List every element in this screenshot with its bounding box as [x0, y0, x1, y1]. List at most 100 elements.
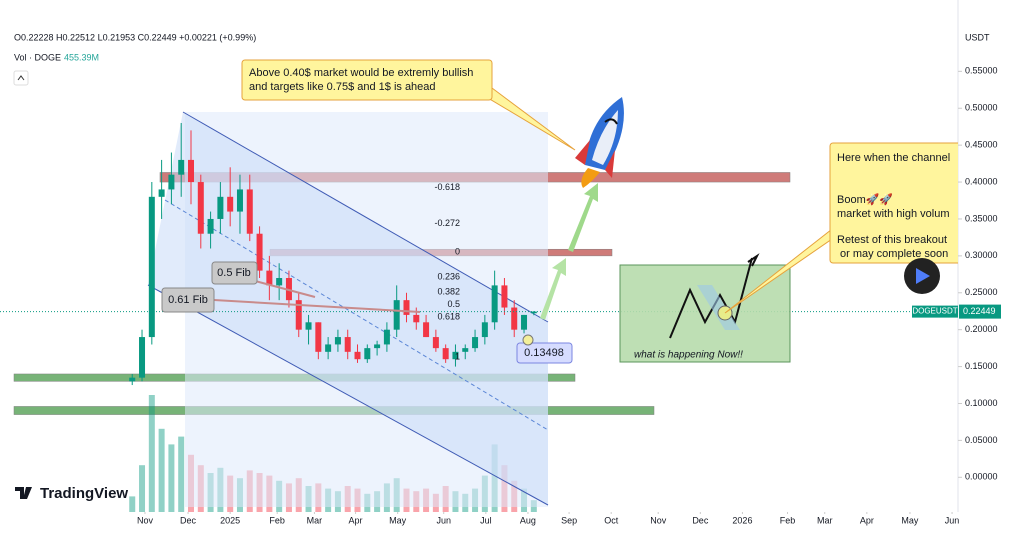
price-note: 0.13498	[524, 347, 564, 359]
candle-body	[472, 337, 479, 349]
logo-icon	[15, 487, 32, 499]
x-tick-label: Oct	[604, 515, 619, 525]
x-tick-label: May	[901, 515, 919, 525]
fib-label: 0.61 Fib	[168, 294, 208, 306]
play-icon	[916, 268, 930, 284]
y-tick-label: 0.00000	[965, 472, 998, 482]
candle-body	[413, 314, 420, 323]
x-tick-label: Mar	[307, 515, 323, 525]
scenario-box	[619, 264, 791, 363]
fib-line	[213, 299, 421, 313]
candle-body	[393, 300, 400, 330]
candle-body	[148, 196, 155, 338]
fib-level: 0	[455, 247, 460, 257]
volume-bar	[168, 444, 175, 512]
y-tick-label: 0.10000	[965, 398, 998, 408]
candle-body	[266, 270, 273, 286]
candle-body	[491, 285, 498, 323]
x-tick-label: Jun	[436, 515, 451, 525]
scenario-arrow	[747, 253, 760, 267]
currency-label: USDT	[965, 32, 990, 42]
fib-level: -0.272	[434, 218, 460, 228]
candle-body	[236, 189, 243, 212]
x-tick-label: Dec	[692, 515, 709, 525]
candle-body	[452, 351, 459, 360]
candle-body	[462, 348, 469, 352]
fib-box	[161, 287, 215, 313]
x-tick-label: Nov	[137, 515, 154, 525]
candle-body	[129, 377, 136, 382]
x-tick-label: Sep	[561, 515, 577, 525]
volume-bar	[139, 465, 146, 512]
channel-lower	[147, 284, 549, 506]
collapse-button[interactable]	[13, 70, 29, 86]
volume-bar	[148, 395, 155, 512]
candle-body	[442, 348, 449, 360]
candle-body	[188, 159, 194, 183]
callout-text: Above 0.40$ market would be extremly bul…	[249, 67, 473, 79]
y-tick-label: 0.55000	[965, 66, 998, 76]
candle-body	[432, 337, 439, 349]
fib-level: 0.236	[437, 271, 460, 281]
y-tick-label: 0.25000	[965, 287, 998, 297]
x-tick-label: 2025	[220, 515, 240, 525]
volume-bar	[178, 436, 185, 512]
y-tick-label: 0.30000	[965, 250, 998, 260]
symbol-tag	[912, 305, 958, 318]
candle-body	[246, 189, 253, 234]
scenario-label: what is happening Now!!	[634, 350, 743, 361]
channel-upper	[182, 111, 549, 323]
x-tick-label: Jun	[945, 515, 960, 525]
fib-level: 0.618	[437, 311, 460, 321]
volume-legend: Vol · DOGE	[14, 52, 61, 62]
candle-body	[374, 344, 381, 349]
candle-body	[217, 196, 224, 219]
candle-body	[197, 182, 204, 234]
brand: TradingView	[40, 485, 128, 502]
channel-mid	[164, 199, 549, 431]
price-note-box	[516, 342, 573, 364]
candle-body	[227, 196, 234, 212]
x-tick-label: Feb	[269, 515, 285, 525]
candle-body	[501, 285, 508, 308]
candle-body	[383, 329, 390, 345]
fib-label: 0.5 Fib	[217, 267, 251, 279]
callout-text: Boom🚀🚀	[837, 193, 893, 206]
marker	[522, 334, 534, 346]
candle-body	[295, 300, 302, 330]
candle-body	[364, 348, 371, 360]
candle-body	[276, 278, 283, 286]
callout-text: Here when the channel	[837, 152, 950, 164]
candle-body	[158, 189, 165, 197]
y-tick-label: 0.50000	[965, 103, 998, 113]
callout-box	[241, 59, 493, 101]
rocket	[575, 97, 624, 188]
candle-body	[315, 322, 322, 352]
volume-bar	[158, 428, 165, 512]
y-tick-label: 0.05000	[965, 435, 998, 445]
x-tick-label: Feb	[780, 515, 796, 525]
price-tag	[959, 304, 1001, 319]
fib-level: 0.382	[437, 287, 460, 297]
y-tick-label: 0.45000	[965, 140, 998, 150]
candle-body	[178, 159, 185, 175]
candle-body	[521, 314, 528, 330]
price-label: 0.22449	[963, 306, 996, 316]
candle-body	[207, 218, 214, 234]
arrow	[568, 183, 598, 252]
x-tick-label: Nov	[650, 515, 667, 525]
candle-body	[305, 322, 312, 330]
candle-body	[354, 351, 361, 360]
x-tick-label: Apr	[349, 515, 363, 525]
candle-body	[511, 307, 518, 330]
x-tick-label: Dec	[180, 515, 197, 525]
x-tick-label: Aug	[520, 515, 536, 525]
x-tick-label: May	[389, 515, 407, 525]
candle-body	[403, 300, 410, 315]
x-tick-label: 2026	[732, 515, 752, 525]
candle-body	[530, 311, 537, 314]
y-tick-label: 0.15000	[965, 361, 998, 371]
x-tick-label: Apr	[860, 515, 874, 525]
ohlc-legend: O0.22228 H0.22512 L0.21953 C0.22449 +0.0…	[14, 32, 256, 42]
y-tick-label: 0.20000	[965, 324, 998, 334]
